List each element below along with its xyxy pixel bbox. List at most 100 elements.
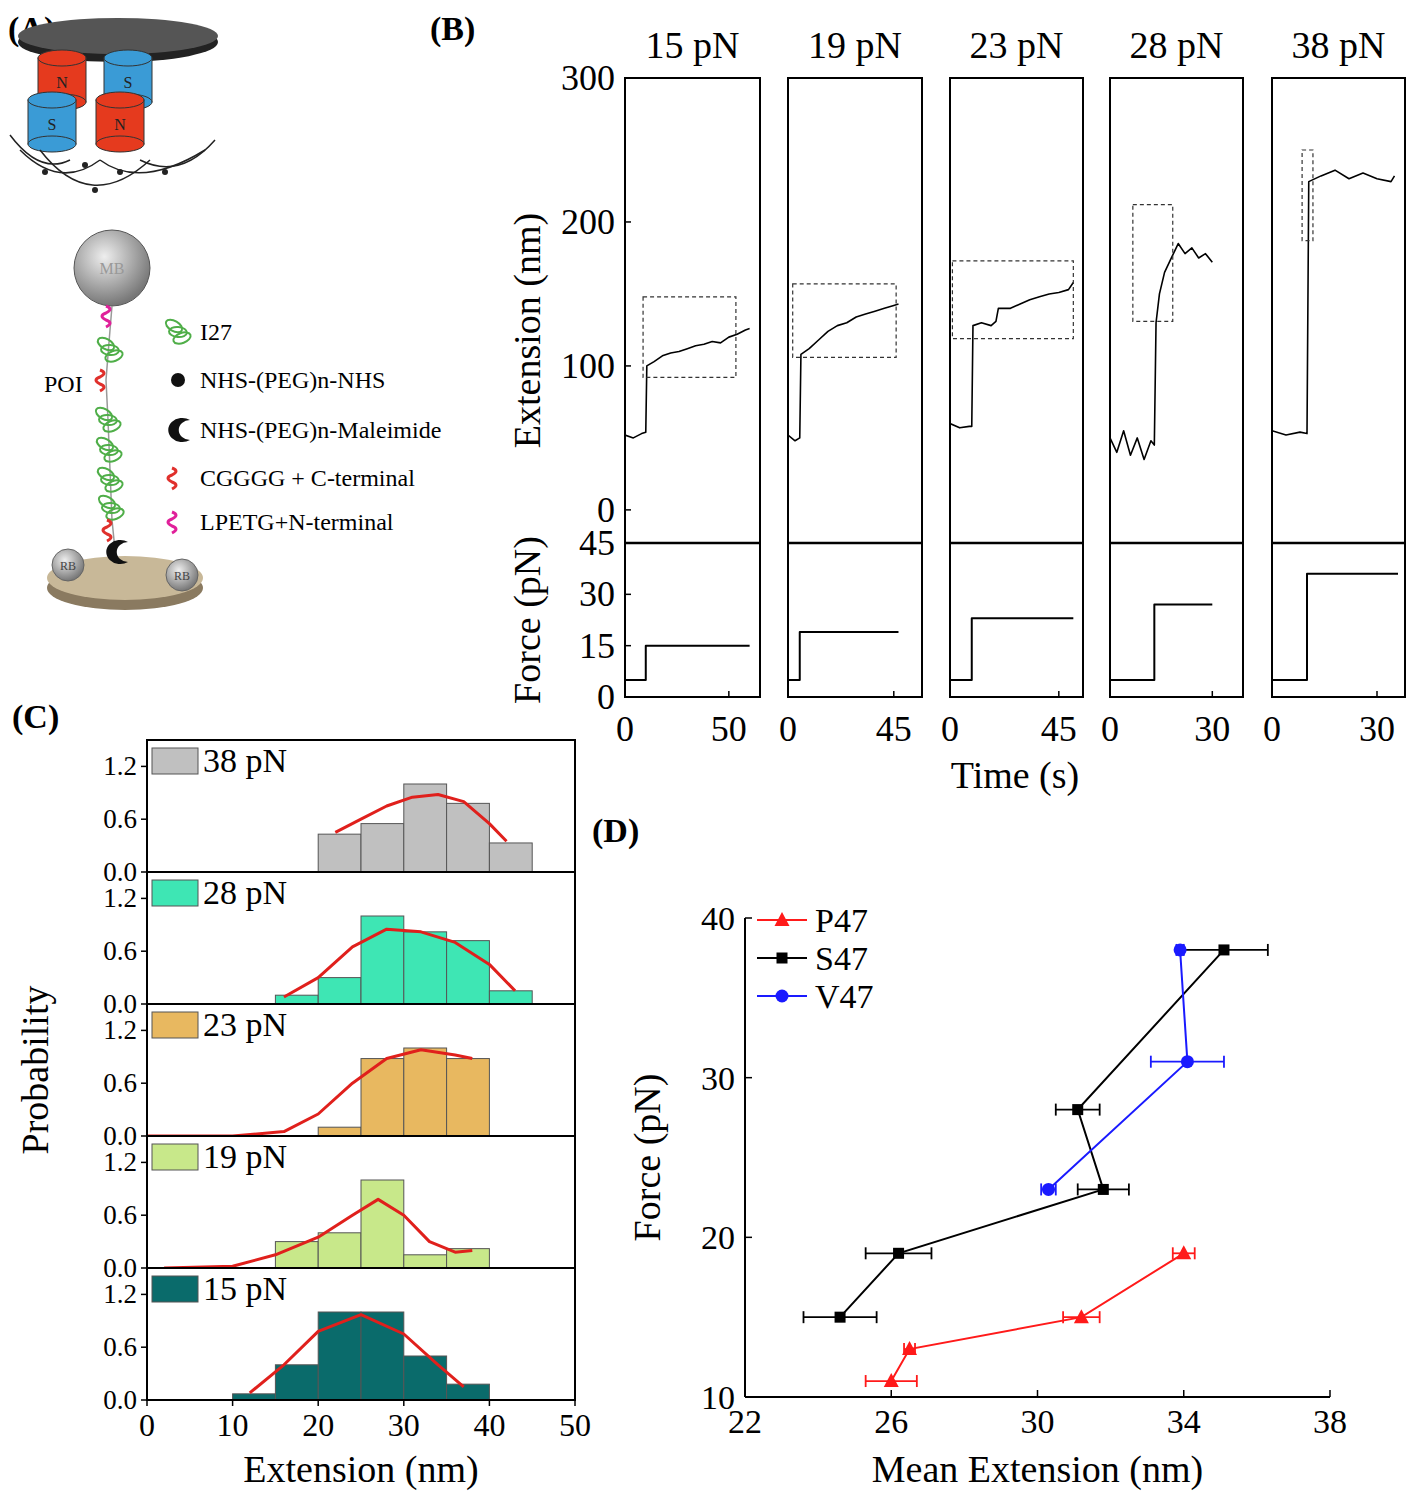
tick-label: 1.2	[103, 1015, 137, 1045]
histogram-bar	[404, 932, 447, 1004]
field-line	[40, 150, 150, 185]
scatter-plot	[804, 943, 1268, 1387]
tick	[625, 77, 631, 79]
error-bar	[1041, 1183, 1056, 1195]
i27-icon	[103, 448, 123, 464]
tick	[893, 691, 895, 697]
error-bar-cap	[1172, 1247, 1174, 1259]
divider	[950, 542, 1083, 545]
axis-title: Extension (nm)	[243, 1448, 478, 1491]
tick	[141, 1030, 147, 1032]
error-bar-cap	[1128, 1183, 1130, 1195]
histogram-plot	[233, 1312, 490, 1400]
magnet-cylinder-end	[28, 136, 76, 152]
legend-label: NHS-(PEG)n-Maleimide	[200, 417, 441, 443]
tick	[141, 1214, 147, 1216]
error-bar-cap	[1194, 1247, 1196, 1259]
tick-label: 1.2	[103, 883, 137, 913]
maleimide-icon	[168, 418, 190, 442]
tick-label: 0.6	[103, 1200, 137, 1230]
tag-icon	[168, 512, 176, 533]
tick-label: 0	[779, 709, 797, 749]
tick	[625, 542, 631, 544]
data-point	[1176, 1245, 1191, 1259]
legend-label: V47	[815, 978, 874, 1015]
tick-label: 30	[388, 1407, 420, 1443]
tick	[745, 1396, 752, 1398]
error-bar-cap	[1150, 1056, 1152, 1068]
error-bar	[804, 1311, 877, 1323]
extension-trace	[625, 329, 750, 438]
series-line	[1048, 950, 1187, 1190]
tick	[574, 1400, 576, 1406]
series-line	[840, 950, 1224, 1317]
data-point	[1218, 944, 1229, 955]
highlight-box	[643, 297, 736, 378]
tick-label: 38	[1313, 1403, 1347, 1440]
legend-swatch	[152, 1012, 198, 1038]
histogram-bar	[404, 1048, 447, 1136]
frame	[788, 78, 922, 697]
highlight-box	[793, 284, 896, 357]
tick-label: 0.0	[103, 1385, 137, 1415]
tick	[745, 917, 752, 919]
error-bar-cap	[1055, 1104, 1057, 1116]
panel-letter: (D)	[592, 812, 639, 850]
frame	[147, 1268, 575, 1400]
tick-label: 100	[561, 346, 615, 386]
force-trace	[950, 618, 1073, 680]
legend-swatch	[152, 880, 198, 906]
tick-label: 30	[1021, 1403, 1055, 1440]
legend-label: 28 pN	[203, 874, 287, 911]
legend-label: CGGGG + C-terminal	[200, 465, 415, 491]
histogram-plot	[147, 1048, 489, 1136]
legend-label: P47	[815, 902, 868, 939]
frame	[147, 740, 575, 872]
histogram-bar	[275, 1365, 318, 1400]
fit-curve	[335, 795, 506, 842]
extension-plot	[1110, 205, 1212, 460]
tick	[489, 1400, 491, 1406]
linker-icon	[171, 373, 185, 387]
tick-label: 45	[579, 523, 615, 563]
tick-label: 30	[701, 1060, 735, 1097]
tick	[891, 1390, 893, 1397]
tick	[1271, 691, 1273, 697]
field-line	[20, 150, 100, 173]
tick	[1183, 1390, 1185, 1397]
panel-letter: (B)	[430, 10, 475, 48]
tick	[744, 1390, 746, 1397]
panel-title: 15 pN	[646, 24, 740, 66]
pole-label: S	[124, 74, 133, 91]
pole-label: N	[114, 116, 126, 133]
tick	[403, 1400, 405, 1406]
tag-icon	[168, 468, 176, 489]
tick	[1037, 1390, 1039, 1397]
tick	[625, 365, 631, 367]
histogram-bar	[318, 1312, 361, 1400]
histogram-plot	[318, 784, 532, 872]
panel-title: 19 pN	[808, 24, 902, 66]
tick	[625, 221, 631, 223]
error-bar-cap	[865, 1247, 867, 1259]
bead-label: RB	[60, 559, 76, 573]
data-point	[1072, 1104, 1083, 1115]
tick-label: 300	[561, 58, 615, 98]
histogram-bar	[361, 824, 404, 872]
histogram-plot	[275, 916, 532, 1004]
legend-label: NHS-(PEG)n-NHS	[200, 367, 385, 393]
pole-label: S	[48, 116, 57, 133]
tick-label: 0.6	[103, 804, 137, 834]
error-bar-cap	[1099, 1104, 1101, 1116]
panel-letter: (C)	[12, 698, 59, 736]
error-bar	[1180, 944, 1268, 956]
legend-label: S47	[815, 940, 868, 977]
tick	[1058, 691, 1060, 697]
tick-label: 50	[559, 1407, 591, 1443]
histogram-bar	[447, 1059, 490, 1136]
tick	[141, 1346, 147, 1348]
extension-trace	[950, 282, 1073, 427]
frame	[1272, 78, 1405, 697]
data-point	[902, 1341, 917, 1355]
axis-title: Force (pN)	[506, 536, 549, 704]
